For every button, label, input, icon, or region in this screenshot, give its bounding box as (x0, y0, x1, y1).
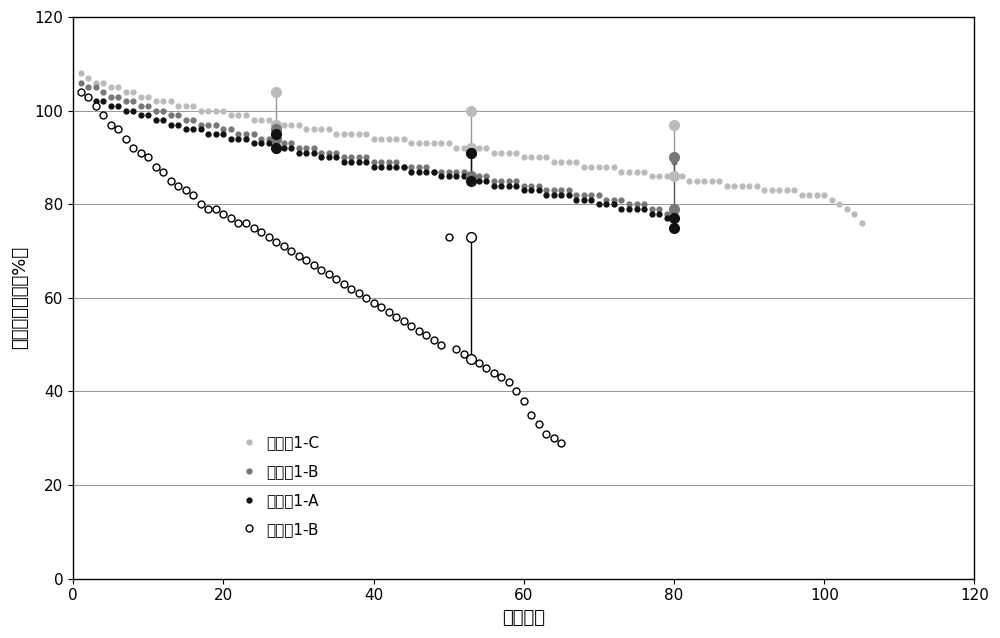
实施例1-C (856, 219, 868, 227)
实施例1-A (75, 88, 87, 96)
实施例1-B (600, 196, 612, 204)
Y-axis label: 放电容量保持（%）: 放电容量保持（%） (11, 246, 29, 350)
Line: 实施例1-B: 实施例1-B (78, 80, 676, 216)
X-axis label: 循环次数: 循环次数 (502, 609, 545, 627)
实施例1-C (413, 140, 425, 147)
对比例1-B (540, 430, 552, 438)
对比例1-B (75, 88, 87, 96)
Line: 对比例1-B: 对比例1-B (77, 89, 565, 447)
Line: 实施例1-C: 实施例1-C (78, 71, 864, 225)
实施例1-A (600, 200, 612, 208)
实施例1-C (638, 168, 650, 175)
实施例1-B (661, 210, 673, 218)
实施例1-B (480, 172, 492, 180)
对比例1-B (187, 191, 199, 199)
对比例1-B (217, 210, 229, 218)
实施例1-B (428, 168, 440, 175)
实施例1-C (82, 74, 94, 82)
对比例1-B (323, 271, 335, 278)
实施例1-C (646, 172, 658, 180)
实施例1-A (338, 158, 350, 166)
Legend: 实施例1-C, 实施例1-B, 实施例1-A, 对比例1-B: 实施例1-C, 实施例1-B, 实施例1-A, 对比例1-B (234, 429, 325, 543)
实施例1-B (338, 154, 350, 161)
实施例1-C (75, 70, 87, 77)
对比例1-B (555, 439, 567, 447)
实施例1-A (435, 172, 447, 180)
Line: 实施例1-A: 实施例1-A (78, 89, 676, 230)
实施例1-A (428, 168, 440, 175)
对比例1-B (278, 242, 290, 250)
实施例1-C (841, 205, 853, 213)
实施例1-B (458, 168, 470, 175)
实施例1-A (458, 172, 470, 180)
实施例1-A (480, 177, 492, 185)
实施例1-A (668, 224, 680, 232)
实施例1-C (180, 102, 192, 110)
实施例1-B (435, 168, 447, 175)
对比例1-B (488, 369, 500, 376)
实施例1-B (75, 78, 87, 86)
实施例1-B (668, 158, 680, 166)
